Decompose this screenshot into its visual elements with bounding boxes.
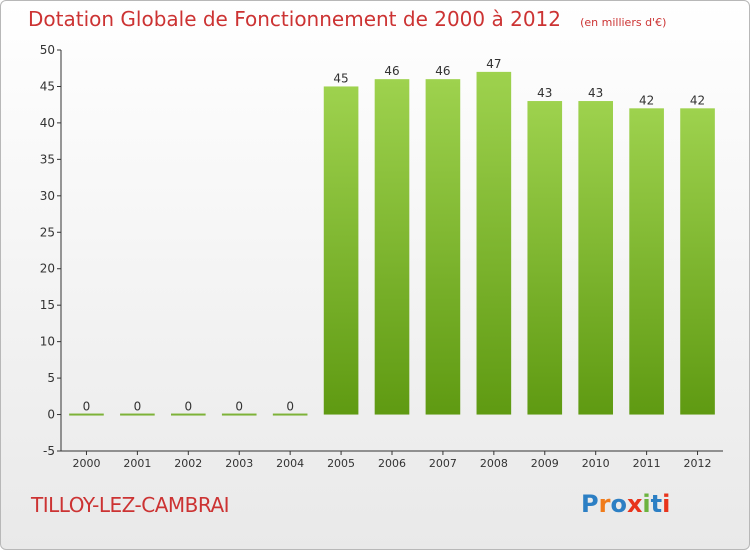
y-tick-label: 10: [40, 335, 55, 349]
y-tick-label: 35: [40, 152, 55, 166]
x-tick-label: 2001: [123, 457, 151, 470]
commune-name: TILLOY-LEZ-CAMBRAI: [31, 493, 230, 517]
data-label: 46: [384, 64, 399, 78]
x-tick-label: 2011: [633, 457, 661, 470]
data-label: 42: [690, 93, 705, 107]
bar: [374, 79, 410, 415]
bar: [680, 108, 715, 415]
proxiti-logo: Proxiti: [581, 490, 670, 518]
bar: [120, 413, 155, 416]
bar: [476, 71, 512, 415]
y-tick-label: 15: [40, 298, 55, 312]
bar: [578, 101, 614, 415]
chart-title: Dotation Globale de Fonctionnement de 20…: [28, 7, 561, 31]
data-label: 42: [639, 93, 654, 107]
y-tick-label: 0: [47, 408, 55, 422]
data-label: 46: [435, 64, 450, 78]
x-tick-label: 2007: [429, 457, 457, 470]
y-tick-label: -5: [43, 444, 55, 458]
data-label: 45: [333, 71, 348, 85]
logo-letter: t: [650, 490, 663, 518]
data-label: 0: [286, 400, 294, 414]
logo-letter: i: [642, 490, 651, 518]
x-tick-label: 2009: [531, 457, 559, 470]
x-tick-label: 2002: [174, 457, 202, 470]
x-tick-label: 2012: [684, 457, 712, 470]
bar: [527, 101, 563, 415]
logo-letter: P: [581, 490, 599, 518]
y-tick-label: 50: [40, 43, 55, 57]
data-label: 47: [486, 57, 501, 71]
x-tick-label: 2008: [480, 457, 508, 470]
data-label: 43: [588, 86, 603, 100]
x-tick-label: 2004: [276, 457, 304, 470]
bar: [323, 86, 359, 415]
bar: [629, 108, 664, 415]
x-tick-label: 2006: [378, 457, 406, 470]
logo-letter: r: [598, 490, 611, 518]
y-tick-label: 40: [40, 116, 55, 130]
y-tick-label: 45: [40, 79, 55, 93]
logo-letter: o: [610, 490, 627, 518]
bar: [272, 413, 308, 416]
x-tick-label: 2010: [582, 457, 610, 470]
data-label: 0: [184, 400, 192, 414]
data-label: 0: [235, 400, 243, 414]
bar: [69, 413, 104, 416]
y-tick-label: 20: [40, 262, 55, 276]
y-tick-label: 30: [40, 189, 55, 203]
logo-letter: i: [662, 490, 671, 518]
data-label: 43: [537, 86, 552, 100]
x-tick-label: 2003: [225, 457, 253, 470]
x-tick-label: 2005: [327, 457, 355, 470]
bar: [221, 413, 257, 416]
data-label: 0: [134, 400, 142, 414]
title-row: Dotation Globale de Fonctionnement de 20…: [28, 7, 666, 31]
bar: [425, 79, 461, 415]
y-tick-label: 5: [47, 371, 55, 385]
logo-letter: x: [626, 490, 643, 518]
x-tick-label: 2000: [72, 457, 100, 470]
data-label: 0: [83, 400, 91, 414]
y-tick-label: 25: [40, 225, 55, 239]
chart-unit-note: (en milliers d'€): [580, 16, 667, 29]
bar: [170, 413, 206, 416]
